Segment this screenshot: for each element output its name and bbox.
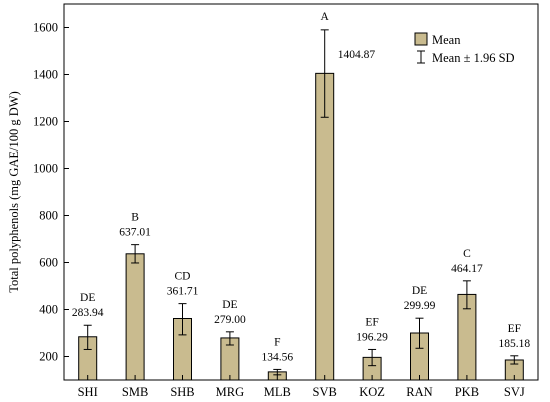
significance-letter: DE (222, 299, 237, 311)
x-tick-label: MRG (216, 385, 244, 399)
bar-group-koz: 196.29 EF KOZ (356, 316, 388, 399)
data-label: 279.00 (214, 314, 246, 326)
x-tick-label: KOZ (359, 385, 385, 399)
y-tick-label: 1600 (33, 21, 58, 35)
x-tick-label: SMB (122, 385, 148, 399)
data-label: 134.56 (261, 351, 293, 363)
significance-letter: B (131, 212, 139, 224)
data-label: 299.99 (404, 300, 436, 312)
data-label: 637.01 (119, 227, 151, 239)
plot-border (63, 3, 539, 381)
bar-group-pkb: 464.17 C PKB (451, 248, 483, 399)
significance-letter: EF (365, 316, 378, 328)
significance-letter: A (321, 11, 330, 23)
bar-group-mrg: 279.00 DE MRG (214, 299, 246, 399)
legend-mean-swatch (414, 32, 428, 46)
data-label: 196.29 (356, 331, 388, 343)
x-tick-label: PKB (455, 385, 479, 399)
data-label: 1404.87 (338, 49, 376, 61)
y-tick-label: 400 (39, 303, 58, 317)
y-tick-label: 200 (39, 350, 58, 364)
legend-mean-label: Mean (432, 33, 461, 47)
y-tick-label: 600 (39, 256, 58, 270)
x-tick-label: SHI (78, 385, 98, 399)
significance-letter: DE (80, 292, 95, 304)
bar (125, 253, 145, 381)
bar (315, 72, 335, 381)
data-label: 464.17 (451, 263, 483, 275)
significance-letter: F (274, 336, 280, 348)
significance-letter: CD (175, 271, 191, 283)
significance-letter: EF (508, 323, 521, 335)
y-axis: 200 400 600 800 1000 1200 1400 1600 (33, 21, 69, 364)
bar-group-ran: 299.99 DE RAN (404, 285, 436, 399)
y-tick-label: 1400 (33, 68, 58, 82)
y-tick-label: 1000 (33, 162, 58, 176)
significance-letter: C (463, 248, 471, 260)
legend: Mean Mean ± 1.96 SD (414, 32, 515, 65)
bars: 283.94 DE SHI 637.01 B SMB 361.71 CD SHB 279.00 DE… (72, 11, 530, 399)
data-label: 283.94 (72, 307, 104, 319)
legend-error-bar-icon (417, 50, 425, 64)
y-tick-label: 800 (39, 209, 58, 223)
bar-group-mlb: 134.56 F MLB (261, 336, 293, 399)
data-label: 361.71 (167, 286, 199, 298)
y-axis-title: Total polyphenols (mg GAE/100 g DW) (7, 91, 21, 293)
x-tick-label: SVB (313, 385, 337, 399)
y-tick-label: 1200 (33, 115, 58, 129)
bar-group-shb: 361.71 CD SHB (167, 271, 199, 399)
x-tick-label: MLB (264, 385, 291, 399)
significance-letter: DE (412, 285, 427, 297)
bar-group-svj: 185.18 EF SVJ (498, 323, 530, 399)
legend-error-label: Mean ± 1.96 SD (432, 51, 515, 65)
x-tick-label: SHB (170, 385, 194, 399)
y-axis-title-group: Total polyphenols (mg GAE/100 g DW) (7, 91, 21, 293)
x-tick-label: SVJ (504, 385, 525, 399)
plot-frame (63, 3, 539, 381)
bar-group-smb: 637.01 B SMB (119, 212, 151, 399)
data-label: 185.18 (498, 338, 530, 350)
x-tick-label: RAN (406, 385, 432, 399)
bar-group-shi: 283.94 DE SHI (72, 292, 104, 399)
